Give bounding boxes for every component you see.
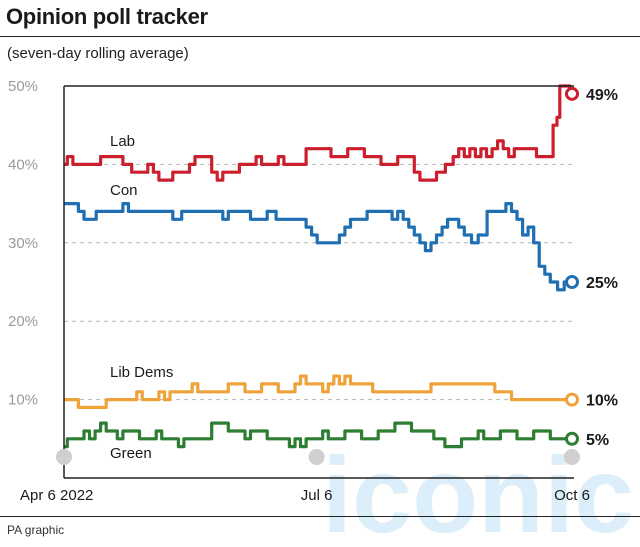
series-label-green: Green xyxy=(110,445,152,462)
end-markers: 49% 25% 10% 5% xyxy=(565,86,618,449)
y-tick-label: 50% xyxy=(8,78,38,95)
end-marker-libdem xyxy=(565,392,579,407)
series-labels: Lab Con Lib Dems Green xyxy=(110,133,173,462)
y-tick-labels: 10% 20% 30% 40% 50% xyxy=(8,78,38,409)
y-tick-label: 20% xyxy=(8,313,38,330)
series-label-con: Con xyxy=(110,182,138,199)
end-marker-green xyxy=(565,431,579,446)
y-tick-label: 10% xyxy=(8,392,38,409)
footer-rule xyxy=(0,516,640,517)
series-line-green xyxy=(64,421,572,449)
series-lines xyxy=(64,84,572,449)
x-tick-marker xyxy=(308,449,325,465)
x-ticks: Apr 6 2022 Jul 6 Oct 6 xyxy=(20,449,590,504)
series-line-lab xyxy=(64,84,572,182)
x-tick-label: Apr 6 2022 xyxy=(20,487,93,504)
title-rule xyxy=(0,36,640,37)
x-tick-label: Jul 6 xyxy=(301,487,333,504)
end-value-lab: 49% xyxy=(586,87,618,104)
footer-credit: PA graphic xyxy=(7,523,65,537)
x-tick-label: Oct 6 xyxy=(554,487,590,504)
end-value-con: 25% xyxy=(586,275,618,292)
series-label-lab: Lab xyxy=(110,133,135,150)
y-tick-label: 30% xyxy=(8,235,38,252)
watermark-text: iconic xyxy=(322,434,634,547)
end-value-libdem: 10% xyxy=(586,393,618,410)
end-marker-con xyxy=(565,275,579,289)
series-label-libdem: Lib Dems xyxy=(110,364,173,381)
end-marker-lab xyxy=(565,86,579,101)
chart-title: Opinion poll tracker xyxy=(6,4,208,29)
chart-subtitle: (seven-day rolling average) xyxy=(7,45,189,62)
series-line-con xyxy=(64,202,572,292)
x-tick-marker xyxy=(564,449,580,465)
x-tick-marker xyxy=(56,449,72,465)
y-tick-label: 40% xyxy=(8,156,38,173)
end-value-green: 5% xyxy=(586,432,609,449)
series-line-libdem xyxy=(64,374,572,409)
